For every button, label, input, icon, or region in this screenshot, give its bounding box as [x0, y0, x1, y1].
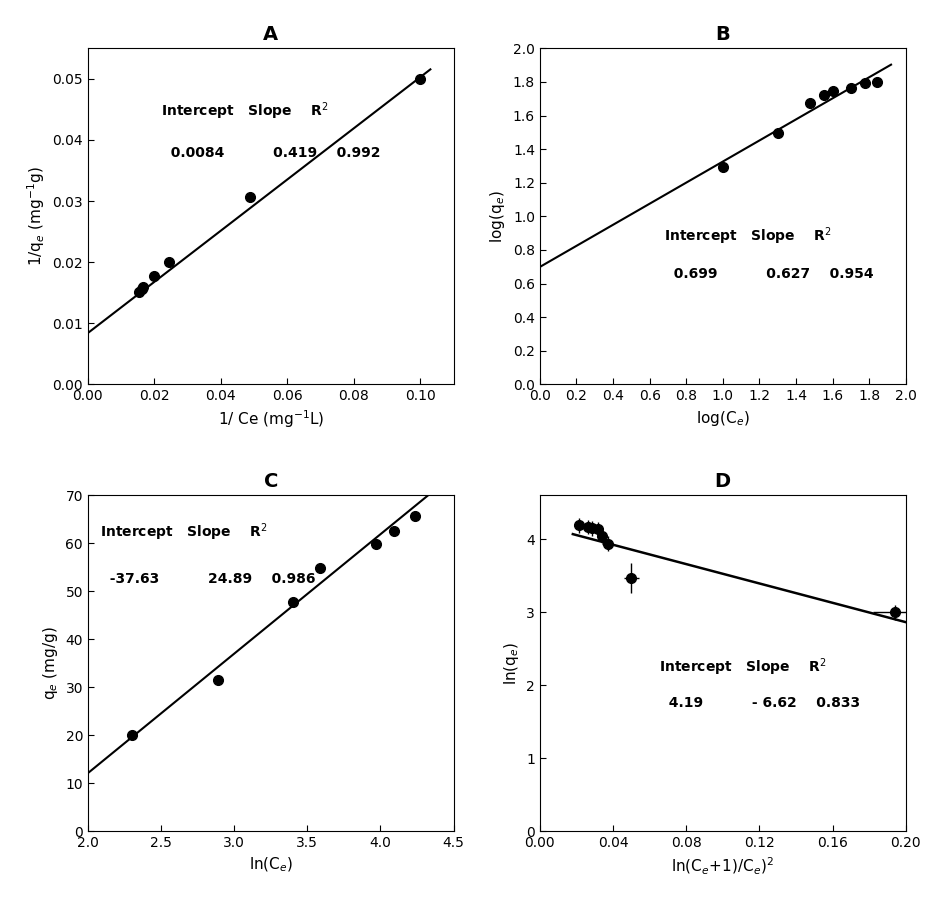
- Text: Intercept   Slope    R$^2$: Intercept Slope R$^2$: [99, 522, 267, 544]
- X-axis label: 1/ Ce (mg$^{-1}$L): 1/ Ce (mg$^{-1}$L): [218, 409, 324, 430]
- Title: A: A: [263, 25, 278, 44]
- X-axis label: ln(C$_e$): ln(C$_e$): [249, 856, 293, 874]
- Title: D: D: [715, 472, 731, 491]
- Text: Intercept   Slope    R$^2$: Intercept Slope R$^2$: [658, 657, 827, 678]
- X-axis label: ln(C$_e$+1)/C$_e$)$^2$: ln(C$_e$+1)/C$_e$)$^2$: [672, 856, 774, 877]
- Text: 0.0084          0.419    0.992: 0.0084 0.419 0.992: [161, 146, 380, 160]
- Text: 4.19          - 6.62    0.833: 4.19 - 6.62 0.833: [658, 696, 860, 711]
- Y-axis label: q$_e$ (mg/g): q$_e$ (mg/g): [41, 627, 60, 700]
- Y-axis label: 1/q$_e$ (mg$^{-1}$g): 1/q$_e$ (mg$^{-1}$g): [25, 167, 46, 266]
- Text: Intercept   Slope    R$^2$: Intercept Slope R$^2$: [664, 225, 832, 246]
- Y-axis label: ln(q$_e$): ln(q$_e$): [501, 642, 520, 686]
- Y-axis label: log(q$_e$): log(q$_e$): [488, 190, 507, 243]
- Title: C: C: [264, 472, 278, 491]
- Title: B: B: [715, 25, 730, 44]
- X-axis label: log(C$_e$): log(C$_e$): [696, 409, 749, 428]
- Text: -37.63          24.89    0.986: -37.63 24.89 0.986: [99, 572, 315, 586]
- Text: Intercept   Slope    R$^2$: Intercept Slope R$^2$: [161, 100, 328, 122]
- Text: 0.699          0.627    0.954: 0.699 0.627 0.954: [664, 267, 874, 281]
